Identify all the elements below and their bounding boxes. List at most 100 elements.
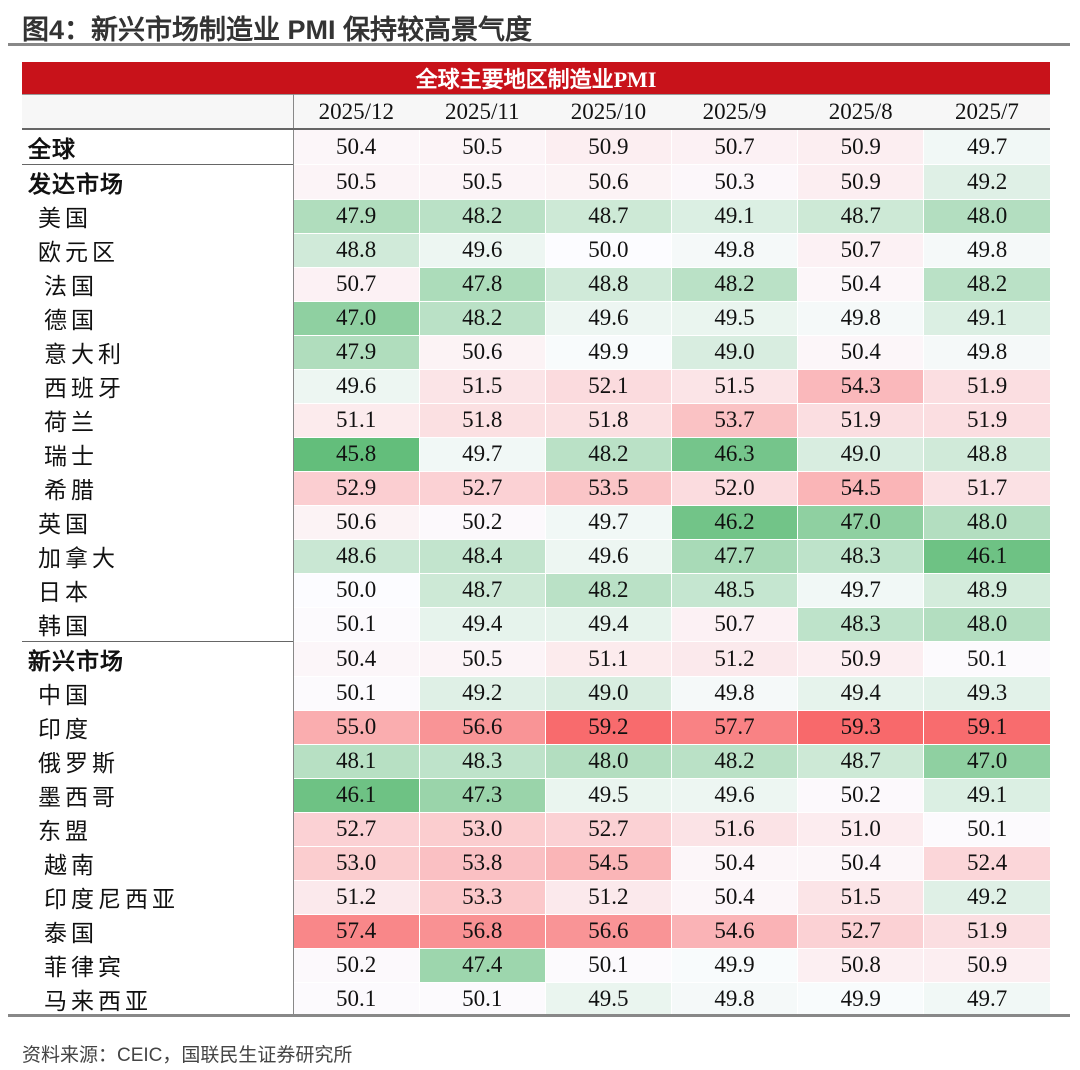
- cell-value: 48.0: [544, 744, 672, 779]
- cell-value: 48.1: [292, 744, 420, 779]
- cell-value: 49.8: [670, 233, 798, 268]
- cell-value: 47.0: [797, 505, 924, 540]
- cell-value: 50.2: [418, 505, 546, 540]
- cell-value: 49.6: [292, 369, 420, 404]
- table-row: 印度 55.0 56.6 59.2 57.7 59.3 59.1: [22, 710, 1050, 745]
- table-row: 荷兰 51.1 51.8 51.8 53.7 51.9 51.9: [22, 403, 1050, 438]
- cell-value: 48.2: [418, 199, 546, 234]
- row-label: 韩国: [22, 607, 294, 642]
- cell-value: 50.9: [544, 128, 672, 165]
- row-label: 加拿大: [22, 539, 294, 573]
- table-row: 印度尼西亚 51.2 53.3 51.2 50.4 51.5 49.2: [22, 880, 1050, 915]
- table-row: 发达市场 50.5 50.5 50.6 50.3 50.9 49.2: [22, 164, 1050, 200]
- cell-value: 52.9: [292, 471, 420, 506]
- row-label: 马来西亚: [22, 982, 294, 1016]
- cell-value: 49.5: [670, 301, 798, 336]
- cell-value: 49.0: [670, 335, 798, 370]
- cell-value: 56.6: [544, 914, 672, 949]
- cell-value: 50.7: [797, 233, 924, 268]
- cell-value: 47.3: [418, 778, 546, 813]
- table-row: 中国 50.1 49.2 49.0 49.8 49.4 49.3: [22, 676, 1050, 711]
- cell-value: 49.9: [797, 982, 924, 1017]
- cell-value: 51.1: [544, 641, 672, 677]
- cell-value: 55.0: [292, 710, 420, 745]
- cell-value: 49.2: [923, 880, 1050, 915]
- table-row: 东盟 52.7 53.0 52.7 51.6 51.0 50.1: [22, 812, 1050, 847]
- cell-value: 56.6: [418, 710, 546, 745]
- table-row: 韩国 50.1 49.4 49.4 50.7 48.3 48.0: [22, 607, 1050, 642]
- cell-value: 51.8: [544, 403, 672, 438]
- row-label: 泰国: [22, 914, 294, 948]
- cell-value: 50.2: [797, 778, 924, 813]
- cell-value: 48.0: [923, 199, 1050, 234]
- cell-value: 49.3: [923, 676, 1050, 711]
- cell-value: 51.5: [797, 880, 924, 915]
- table-row: 泰国 57.4 56.8 56.6 54.6 52.7 51.9: [22, 914, 1050, 949]
- cell-value: 53.7: [670, 403, 798, 438]
- column-header: 2025/9: [671, 94, 798, 130]
- cell-value: 52.4: [923, 846, 1050, 881]
- cell-value: 50.1: [292, 982, 420, 1017]
- cell-value: 54.3: [797, 369, 924, 404]
- cell-value: 57.7: [670, 710, 798, 745]
- cell-value: 49.6: [670, 778, 798, 813]
- table-row: 德国 47.0 48.2 49.6 49.5 49.8 49.1: [22, 301, 1050, 336]
- cell-value: 51.6: [670, 812, 798, 847]
- cell-value: 48.2: [418, 301, 546, 336]
- table-row: 加拿大 48.6 48.4 49.6 47.7 48.3 46.1: [22, 539, 1050, 574]
- cell-value: 51.9: [923, 369, 1050, 404]
- table-row: 菲律宾 50.2 47.4 50.1 49.9 50.8 50.9: [22, 948, 1050, 983]
- cell-value: 49.6: [418, 233, 546, 268]
- cell-value: 47.8: [418, 267, 546, 302]
- table-row: 意大利 47.9 50.6 49.9 49.0 50.4 49.8: [22, 335, 1050, 370]
- cell-value: 51.5: [418, 369, 546, 404]
- cell-value: 46.3: [670, 437, 798, 472]
- cell-value: 50.6: [544, 164, 672, 200]
- cell-value: 49.9: [544, 335, 672, 370]
- cell-value: 49.8: [797, 301, 924, 336]
- cell-value: 52.7: [418, 471, 546, 506]
- row-label: 新兴市场: [22, 641, 294, 676]
- row-label: 菲律宾: [22, 948, 294, 982]
- row-label: 欧元区: [22, 233, 294, 267]
- cell-value: 46.2: [670, 505, 798, 540]
- cell-value: 50.4: [292, 128, 420, 165]
- cell-value: 49.0: [544, 676, 672, 711]
- cell-value: 50.4: [797, 267, 924, 302]
- cell-value: 49.5: [544, 982, 672, 1017]
- cell-value: 46.1: [292, 778, 420, 813]
- cell-value: 48.6: [292, 539, 420, 574]
- table-row: 西班牙 49.6 51.5 52.1 51.5 54.3 51.9: [22, 369, 1050, 404]
- cell-value: 50.4: [797, 846, 924, 881]
- cell-value: 50.0: [292, 573, 420, 608]
- cell-value: 48.8: [544, 267, 672, 302]
- cell-value: 59.3: [797, 710, 924, 745]
- table-row: 法国 50.7 47.8 48.8 48.2 50.4 48.2: [22, 267, 1050, 302]
- column-header: 2025/7: [923, 94, 1050, 130]
- row-label: 瑞士: [22, 437, 294, 471]
- cell-value: 49.1: [670, 199, 798, 234]
- cell-value: 49.5: [544, 778, 672, 813]
- cell-value: 52.7: [797, 914, 924, 949]
- cell-value: 50.9: [923, 948, 1050, 983]
- source: 资料来源：CEIC，国联民生证券研究所: [22, 1045, 353, 1066]
- corner: [22, 94, 294, 130]
- table-row: 希腊 52.9 52.7 53.5 52.0 54.5 51.7: [22, 471, 1050, 506]
- cell-value: 50.9: [797, 641, 924, 677]
- row-label: 全球: [22, 128, 294, 165]
- cell-value: 49.4: [544, 607, 672, 642]
- column-header: 2025/8: [797, 94, 924, 130]
- cell-value: 49.7: [418, 437, 546, 472]
- cell-value: 50.5: [292, 164, 420, 200]
- cell-value: 51.2: [292, 880, 420, 915]
- cell-value: 51.8: [418, 403, 546, 438]
- cell-value: 50.5: [418, 641, 546, 677]
- cell-value: 53.0: [418, 812, 546, 847]
- cell-value: 51.9: [923, 914, 1050, 949]
- cell-value: 49.6: [544, 301, 672, 336]
- cell-value: 51.1: [292, 403, 420, 438]
- row-label: 印度: [22, 710, 294, 744]
- cell-value: 49.7: [923, 982, 1050, 1017]
- column-header-row: 2025/12 2025/11 2025/10 2025/9 2025/8 2025/7: [22, 94, 1050, 130]
